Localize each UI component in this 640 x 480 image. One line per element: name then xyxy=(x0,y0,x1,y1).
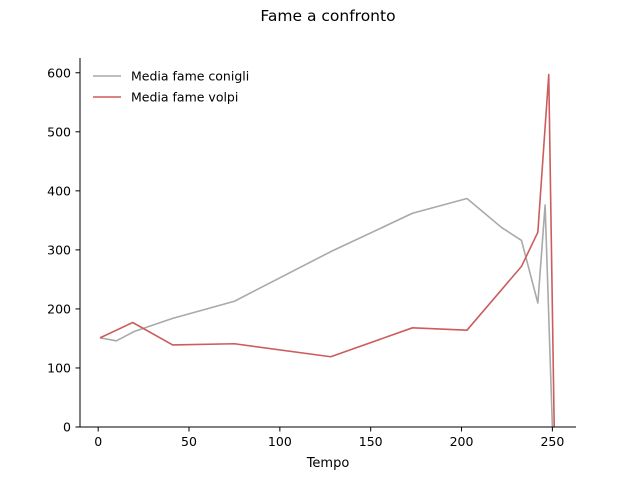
series-line-0 xyxy=(99,197,554,428)
x-tick-label: 50 xyxy=(181,434,197,449)
y-tick-label: 500 xyxy=(47,124,71,139)
x-tick-label: 250 xyxy=(540,434,564,449)
x-axis-ticks: 0 50 100 150 200 250 xyxy=(94,427,564,449)
chart-title: Fame a confronto xyxy=(260,7,395,25)
x-tick-label: 100 xyxy=(268,434,292,449)
legend-label-conigli: Media fame conigli xyxy=(131,69,249,84)
y-tick-label: 200 xyxy=(47,301,71,316)
y-tick-label: 0 xyxy=(63,420,71,435)
axes xyxy=(79,58,576,428)
x-tick-label: 200 xyxy=(450,434,474,449)
x-tick-label: 0 xyxy=(94,434,102,449)
y-tick-label: 300 xyxy=(47,242,71,257)
y-tick-label: 600 xyxy=(47,65,71,80)
x-axis-label: Tempo xyxy=(306,456,350,471)
series-line-1 xyxy=(99,73,555,428)
x-tick-label: 150 xyxy=(359,434,383,449)
y-tick-label: 100 xyxy=(47,360,71,375)
plot-lines xyxy=(99,73,555,428)
legend: Media fame conigli Media fame volpi xyxy=(93,69,249,105)
y-axis-ticks: 0 100 200 300 400 500 600 xyxy=(47,65,80,435)
y-tick-label: 400 xyxy=(47,183,71,198)
legend-label-volpi: Media fame volpi xyxy=(131,90,238,105)
